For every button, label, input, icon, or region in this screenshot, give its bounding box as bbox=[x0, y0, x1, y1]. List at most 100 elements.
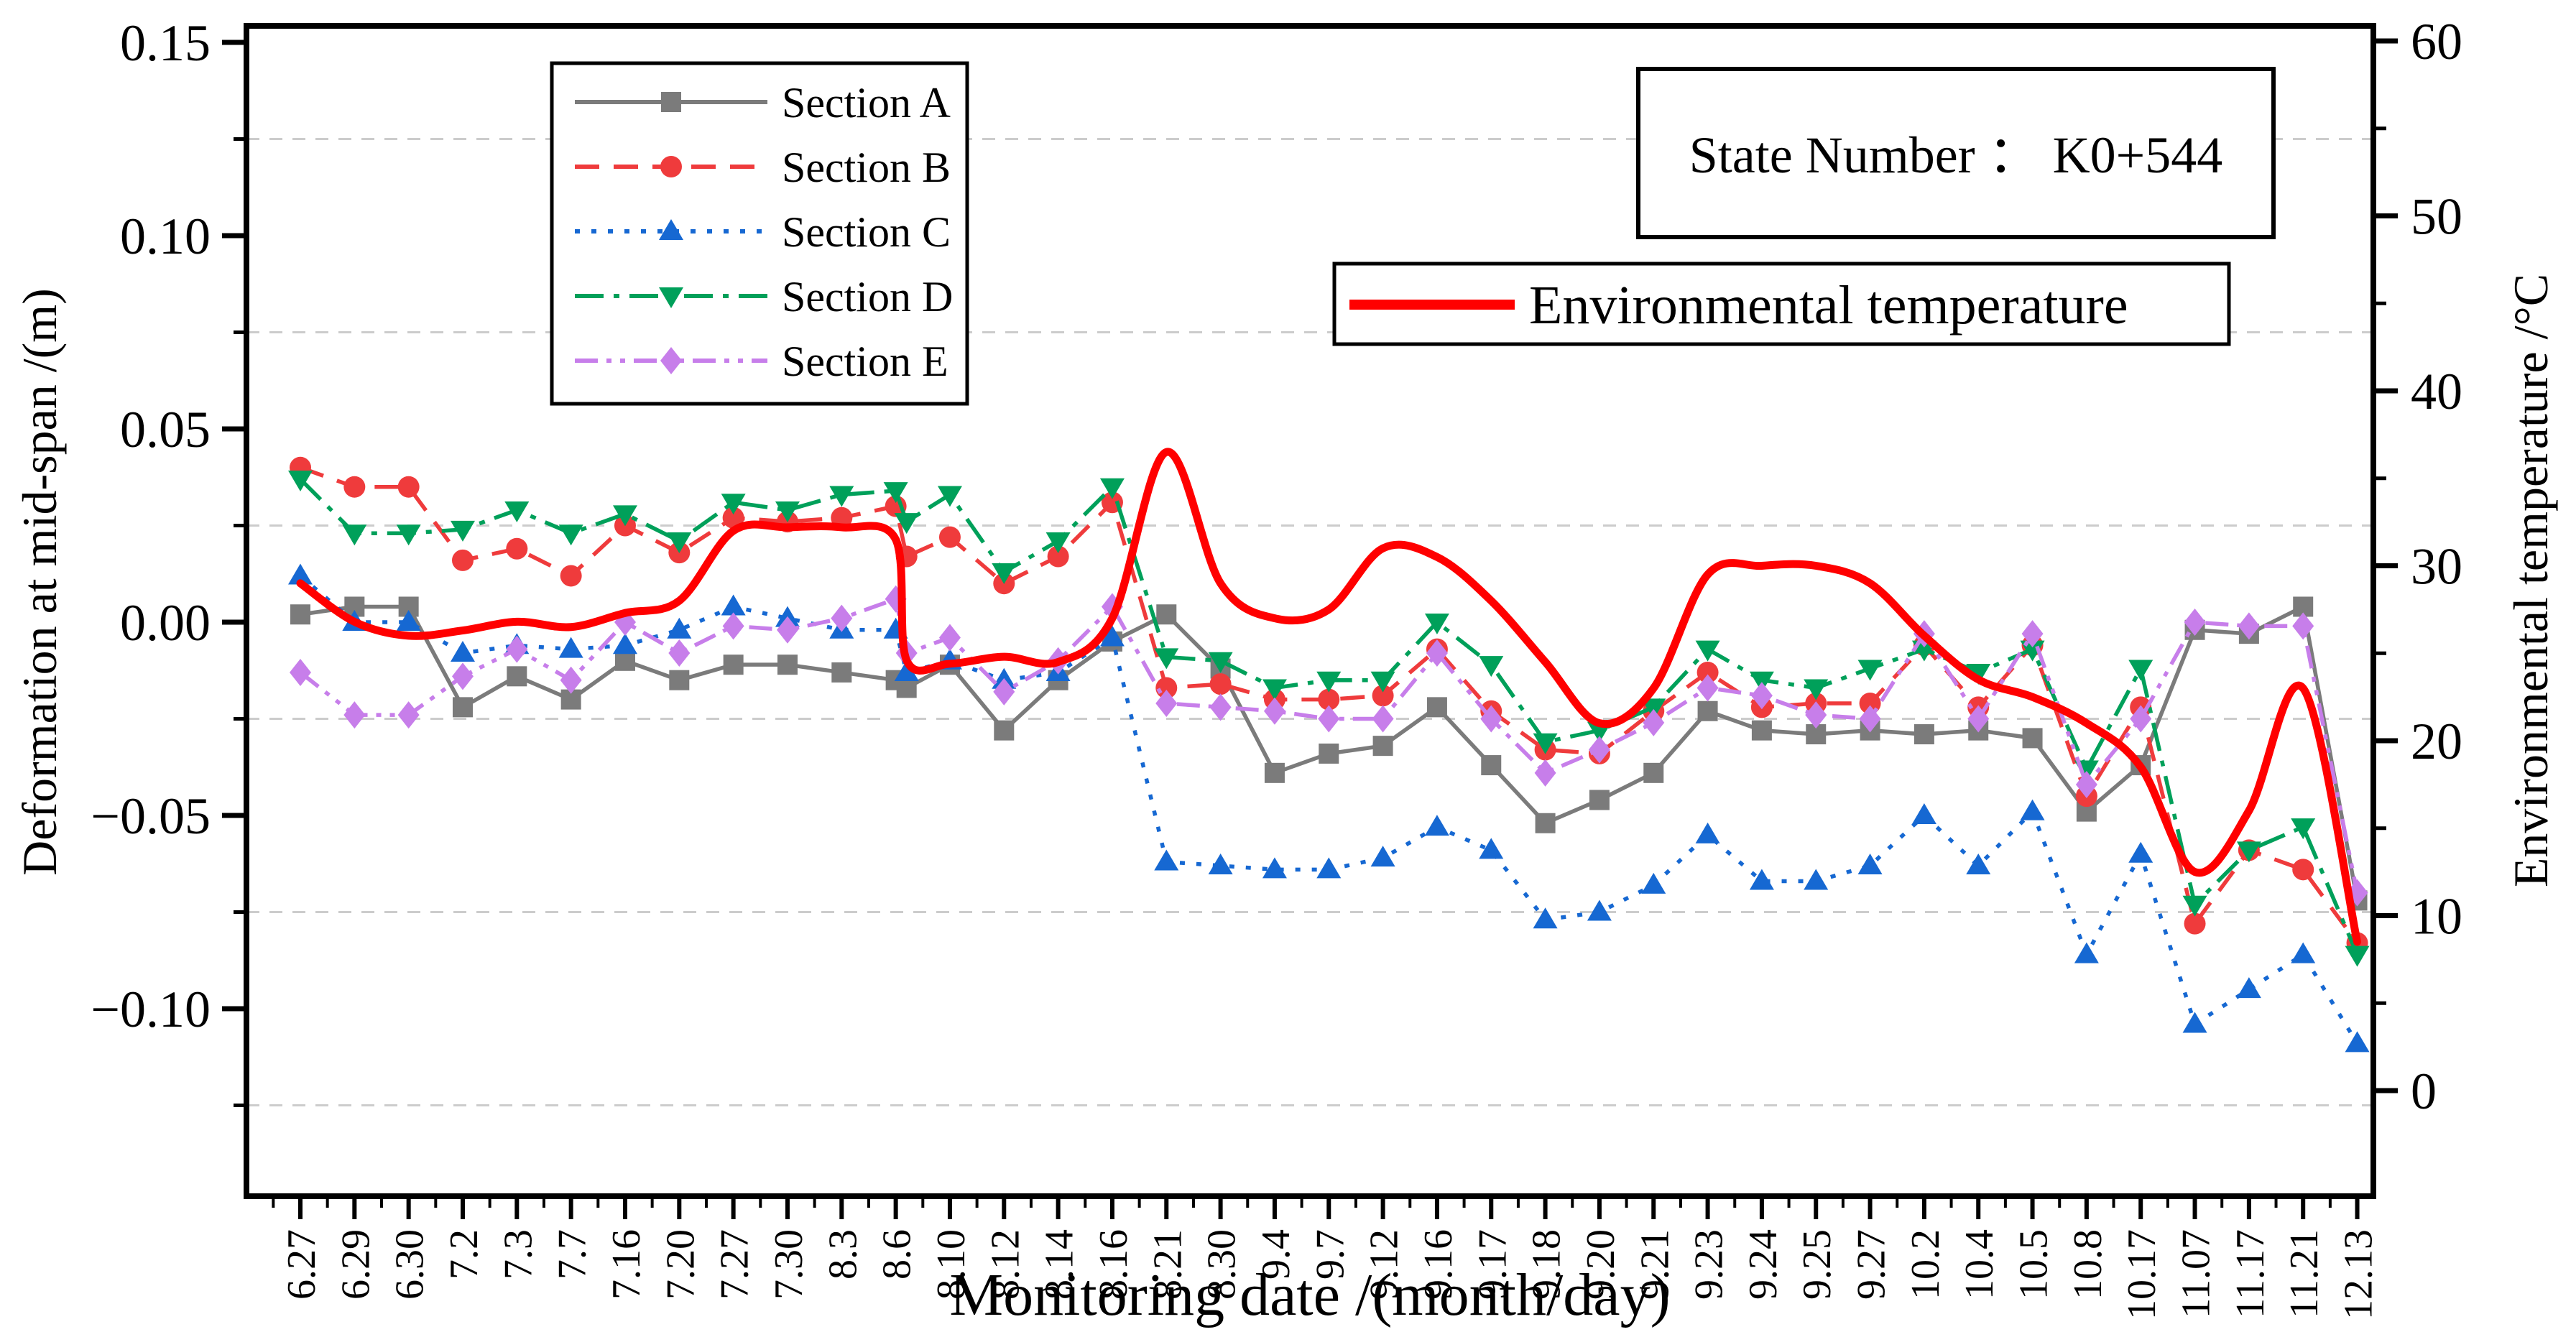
triangle-down-marker-icon bbox=[1857, 660, 1883, 681]
triangle-up-marker-icon bbox=[667, 617, 692, 639]
right-axis-tick-label: 60 bbox=[2411, 13, 2462, 70]
circle-marker-icon bbox=[1318, 688, 1340, 711]
circle-marker-icon bbox=[343, 476, 366, 498]
diamond-marker-icon bbox=[1155, 689, 1178, 717]
triangle-down-marker-icon bbox=[396, 524, 421, 546]
series-section-e-line bbox=[299, 596, 2360, 894]
triangle-down-marker-icon bbox=[1749, 671, 1774, 693]
square-marker-icon bbox=[777, 655, 798, 675]
left-axis-tick-label: 0.10 bbox=[120, 208, 211, 265]
x-axis-tick-label: 9.4 bbox=[1254, 1229, 1298, 1280]
triangle-down-marker-icon bbox=[504, 501, 530, 522]
diamond-marker-icon bbox=[290, 658, 311, 686]
triangle-up-marker-icon bbox=[721, 594, 746, 616]
x-axis-tick-label: 8.3 bbox=[821, 1229, 865, 1280]
diamond-marker-icon bbox=[1805, 701, 1827, 729]
state-number-box: State Number ： K0+544 bbox=[1636, 67, 2276, 239]
triangle-up-marker-icon bbox=[1099, 625, 1125, 647]
triangle-up-marker-icon bbox=[1316, 857, 1342, 879]
diamond-marker-icon bbox=[1534, 759, 1556, 787]
diamond-marker-icon bbox=[2292, 612, 2314, 640]
left-axis-tick-label: 0.15 bbox=[120, 14, 211, 72]
x-axis-tick-label: 7.7 bbox=[550, 1229, 595, 1280]
triangle-up-marker-icon bbox=[450, 641, 475, 662]
x-axis-tick-label: 11.17 bbox=[2228, 1229, 2273, 1318]
x-axis-tick-label: 8.16 bbox=[1091, 1229, 1136, 1300]
circle-marker-icon bbox=[397, 476, 420, 498]
triangle-up-marker-icon bbox=[1911, 803, 1936, 824]
triangle-down-marker-icon bbox=[894, 513, 919, 535]
temperature-line bbox=[296, 448, 2362, 946]
circle-marker-icon bbox=[1155, 677, 1178, 699]
x-axis-tick-label: 8.21 bbox=[1145, 1229, 1190, 1300]
triangle-down-marker-icon bbox=[659, 287, 683, 308]
x-axis-tick-label: 9.25 bbox=[1795, 1229, 1839, 1300]
legend-item-label: Section C bbox=[782, 208, 951, 256]
triangle-up-marker-icon bbox=[1966, 853, 1991, 874]
x-axis-tick-label: 6.29 bbox=[333, 1229, 378, 1300]
x-axis-tick-label: 10.8 bbox=[2066, 1229, 2110, 1300]
triangle-up-marker-icon bbox=[2128, 841, 2153, 863]
right-axis-title: Environmental temperature /°C bbox=[2503, 274, 2558, 887]
legend-item-section-e: Section E bbox=[575, 338, 948, 385]
triangle-up-marker-icon bbox=[1857, 853, 1883, 874]
left-axis-tick-label: 0.00 bbox=[120, 594, 211, 652]
series-section-c bbox=[288, 563, 2370, 1053]
x-axis-tick-label: 12.13 bbox=[2337, 1229, 2381, 1320]
square-marker-icon bbox=[1913, 724, 1934, 745]
triangle-down-marker-icon bbox=[1479, 656, 1504, 677]
circle-marker-icon bbox=[1372, 685, 1394, 707]
triangle-down-marker-icon bbox=[2182, 895, 2207, 917]
x-axis-tick-label: 9.24 bbox=[1741, 1229, 1786, 1300]
x-axis-tick-label: 7.20 bbox=[658, 1229, 703, 1300]
diamond-marker-icon bbox=[560, 666, 582, 694]
right-axis-tick-label: 10 bbox=[2411, 888, 2462, 945]
circle-marker-icon bbox=[1696, 661, 1719, 683]
legend-item-section-a: Section A bbox=[575, 79, 951, 126]
left-axis-title: Deformation at mid-span /(m) bbox=[12, 288, 67, 876]
diamond-marker-icon bbox=[343, 701, 366, 729]
triangle-down-marker-icon bbox=[829, 486, 854, 507]
triangle-down-marker-icon bbox=[775, 501, 800, 522]
env-temp-legend-label: Environmental temperature bbox=[1529, 275, 2128, 336]
x-axis-tick-label: 8.14 bbox=[1038, 1229, 1082, 1300]
triangle-down-marker-icon bbox=[1966, 663, 1991, 685]
square-marker-icon bbox=[1697, 700, 1718, 721]
diamond-marker-icon bbox=[776, 616, 798, 644]
triangle-down-marker-icon bbox=[883, 482, 908, 504]
circle-marker-icon bbox=[722, 507, 744, 529]
series-section-a-line bbox=[300, 604, 2360, 901]
x-axis-title: Monitoring date /(month/day) bbox=[949, 1262, 1670, 1328]
square-marker-icon bbox=[2022, 728, 2043, 749]
triangle-down-marker-icon bbox=[1099, 478, 1125, 499]
triangle-up-marker-icon bbox=[2291, 942, 2316, 963]
triangle-up-marker-icon bbox=[2182, 1012, 2207, 1033]
series-section-d bbox=[288, 470, 2370, 967]
triangle-up-marker-icon bbox=[1804, 869, 1829, 890]
square-marker-icon bbox=[1319, 743, 1339, 764]
x-axis-tick-label: 11.07 bbox=[2174, 1229, 2219, 1318]
triangle-down-marker-icon bbox=[1262, 679, 1287, 700]
triangle-up-marker-icon bbox=[1154, 849, 1179, 871]
square-marker-icon bbox=[1643, 762, 1664, 783]
x-axis-tick-label: 8.10 bbox=[929, 1229, 974, 1300]
triangle-up-marker-icon bbox=[612, 633, 637, 655]
square-marker-icon bbox=[1589, 790, 1610, 810]
square-marker-icon bbox=[1481, 755, 1502, 776]
right-axis-tick-label: 50 bbox=[2411, 188, 2462, 246]
circle-marker-icon bbox=[938, 526, 961, 548]
triangle-down-marker-icon bbox=[1424, 614, 1449, 634]
triangle-up-marker-icon bbox=[2236, 977, 2261, 999]
triangle-down-marker-icon bbox=[1641, 698, 1666, 720]
triangle-up-marker-icon bbox=[1587, 899, 1612, 921]
triangle-down-marker-icon bbox=[2291, 818, 2316, 840]
triangle-down-marker-icon bbox=[2345, 945, 2370, 967]
x-axis-tick-label: 8.30 bbox=[1200, 1229, 1245, 1300]
triangle-down-marker-icon bbox=[721, 494, 746, 515]
square-marker-icon bbox=[507, 666, 527, 687]
triangle-down-marker-icon bbox=[937, 486, 962, 507]
legend-item-section-d: Section D bbox=[575, 273, 953, 320]
diamond-marker-icon bbox=[2021, 620, 2044, 648]
square-marker-icon bbox=[1264, 762, 1285, 783]
